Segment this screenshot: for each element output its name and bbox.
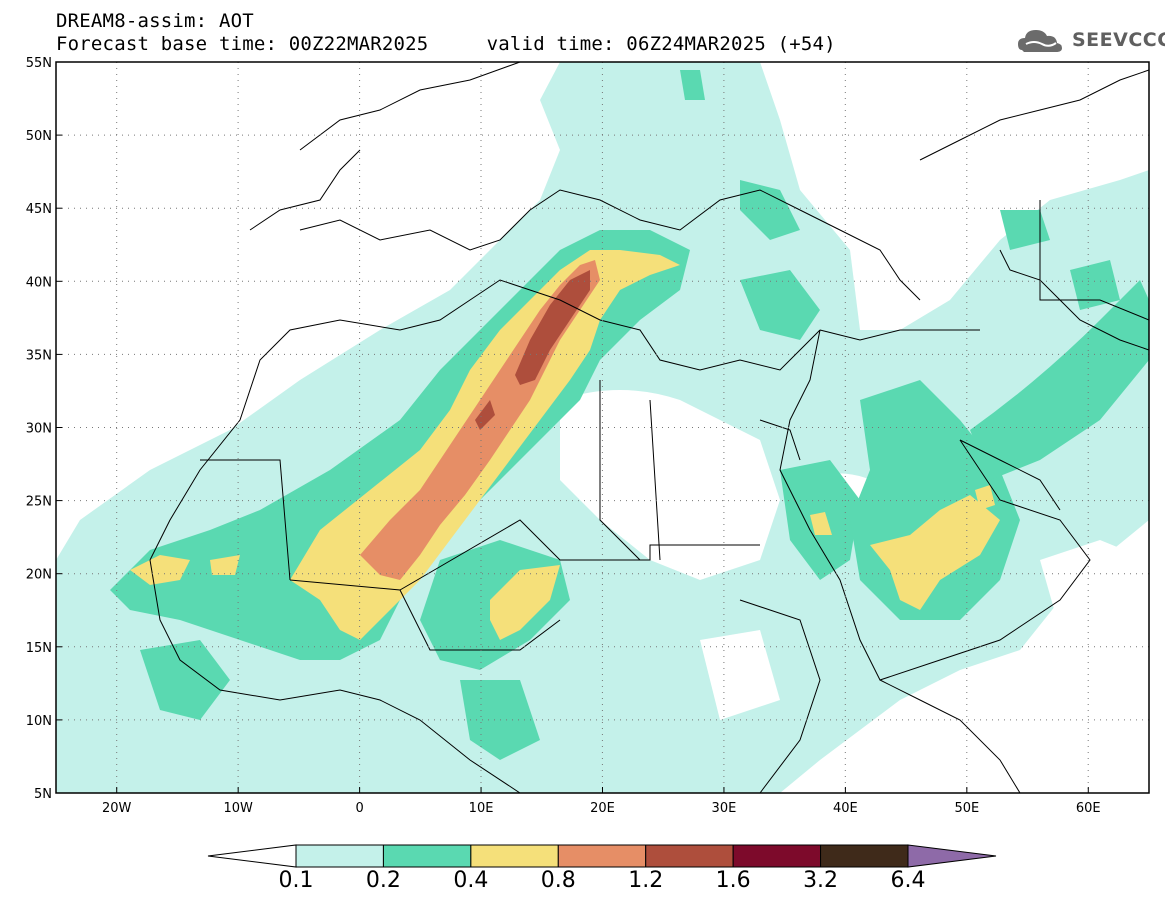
logo-text: SEEVCCC	[1072, 29, 1165, 51]
lon-tick-label: 50E	[954, 801, 979, 816]
seevccc-logo	[1018, 30, 1062, 52]
lat-tick-label: 20N	[26, 568, 52, 583]
lat-tick-label: 40N	[26, 275, 52, 290]
colorbar-segment	[557, 844, 647, 868]
colorbar-label: 0.2	[365, 868, 401, 893]
aot-band-1.2-1.6	[475, 270, 590, 430]
colorbar-label: 3.2	[803, 868, 839, 893]
colorbar-segment	[470, 844, 559, 868]
lon-tick-label: 10E	[469, 801, 494, 816]
lon-tick-label: 40E	[833, 801, 858, 816]
colorbar-label: 6.4	[890, 868, 926, 893]
lat-tick-label: 30N	[26, 422, 52, 437]
lat-tick-label: 50N	[26, 129, 52, 144]
colorbar-under-arrow	[207, 844, 297, 868]
lat-tick-label: 55N	[26, 56, 52, 71]
forecast-time-subtitle: Forecast base time: 00Z22MAR2025 valid t…	[56, 33, 836, 55]
lat-tick-label: 5N	[34, 787, 52, 802]
graticule	[56, 62, 1149, 793]
colorbar-label: 0.8	[540, 868, 576, 893]
colorbar-segment	[645, 844, 734, 868]
colorbar-label: 0.4	[453, 868, 489, 893]
lat-tick-label: 45N	[26, 202, 52, 217]
colorbar-label: 1.2	[628, 868, 664, 893]
lon-tick-label: 0	[355, 801, 363, 816]
colorbar-label: 1.6	[715, 868, 751, 893]
lon-tick-label: 30E	[712, 801, 737, 816]
lat-tick-label: 35N	[26, 348, 52, 363]
lon-tick-label: 20E	[590, 801, 615, 816]
colorbar-over-arrow	[907, 844, 997, 868]
lon-tick-label: 10W	[223, 801, 253, 816]
lat-tick-label: 10N	[26, 714, 52, 729]
colorbar-segment	[382, 844, 472, 868]
colorbar-segment	[732, 844, 822, 868]
colorbar-segment	[820, 844, 909, 868]
lon-tick-label: 20W	[102, 801, 132, 816]
colorbar-label: 0.1	[278, 868, 314, 893]
coastlines-and-borders	[149, 62, 1149, 793]
axis-ticks: 20W 10W 0 10E 20E 30E 40E 50E 60E 55N 50N 45N 40N 35N…	[26, 56, 1101, 816]
colorbar	[207, 844, 997, 868]
lon-tick-label: 60E	[1076, 801, 1101, 816]
lat-tick-label: 25N	[26, 495, 52, 510]
aot-field	[56, 62, 1149, 793]
colorbar-segment	[295, 844, 384, 868]
lat-tick-label: 15N	[26, 641, 52, 656]
map-title: DREAM8-assim: AOT	[56, 10, 254, 32]
